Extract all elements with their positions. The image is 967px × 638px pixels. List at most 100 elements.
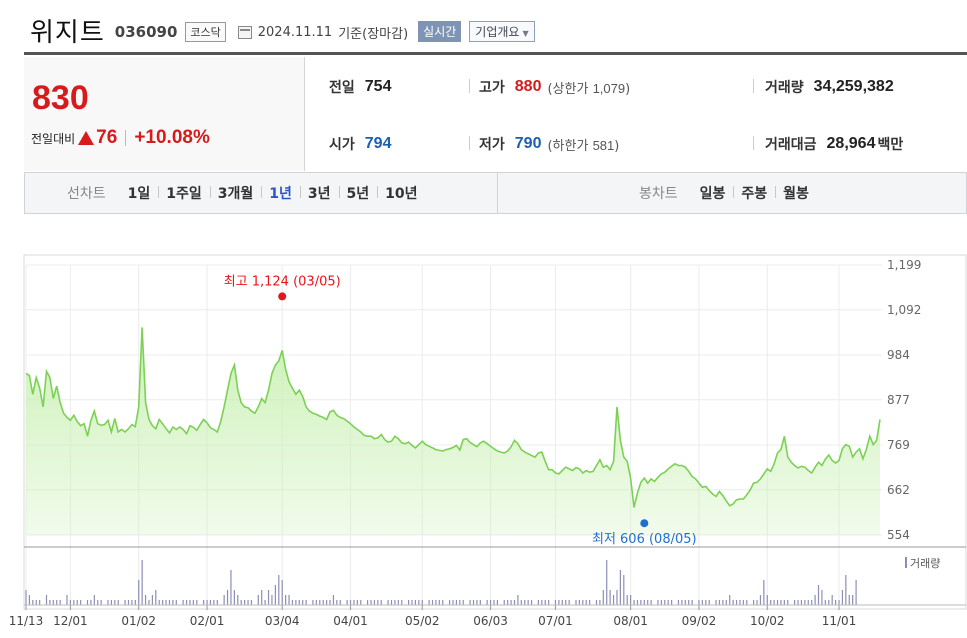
tab-1y[interactable]: 1년: [261, 183, 300, 203]
volume-bar: [158, 600, 160, 605]
volume-bar: [291, 600, 294, 605]
up-triangle-icon: [78, 131, 95, 145]
volume-bar: [172, 600, 174, 605]
volume-bar: [578, 600, 580, 605]
volume-legend-swatch: [905, 557, 907, 568]
price-line: [25, 327, 881, 508]
volume-bar: [326, 600, 328, 605]
tab-daily[interactable]: 일봉: [699, 186, 726, 202]
tabs-divider: [497, 173, 498, 213]
volume-bar: [677, 600, 680, 605]
volume-bar: [295, 600, 297, 605]
volume-bar: [25, 590, 27, 605]
volume-bar: [250, 600, 253, 605]
stat-high: 고가 880 (상한가 1,079): [479, 77, 630, 97]
volume-bar: [141, 560, 143, 605]
volume-bar: [612, 595, 615, 605]
volume-bar: [322, 600, 324, 605]
price-chart[interactable]: 1,199 1,092 984 877 769 662 554 11/13 12/01 01/02…: [0, 250, 967, 638]
volume-bar: [431, 600, 434, 605]
tab-3y[interactable]: 3년: [299, 183, 339, 203]
volume-bar: [626, 595, 628, 605]
tab-3m[interactable]: 3개월: [209, 183, 262, 203]
volume-bar: [776, 600, 779, 605]
stat-prev-label: 전일: [329, 80, 355, 96]
volume-bar: [780, 600, 782, 605]
company-overview-dropdown[interactable]: 기업개요 ▼: [469, 21, 535, 42]
volume-bar: [421, 600, 423, 605]
volume-bar: [237, 595, 239, 605]
stat-prev: 전일 754: [329, 77, 391, 97]
volume-bar: [630, 595, 632, 605]
volume-bar: [824, 600, 826, 605]
volume-bar: [127, 600, 130, 605]
x-tick-label: 10/02: [750, 614, 785, 628]
high-marker: [278, 292, 287, 301]
volume-bar: [264, 600, 266, 605]
volume-bar: [708, 600, 710, 605]
stat-high-value: 880: [514, 78, 542, 95]
stat-lower-limit: (하한가 581): [547, 135, 619, 154]
volume-bar: [148, 600, 150, 605]
volume-bar: [510, 600, 512, 605]
volume-bar: [216, 600, 218, 605]
volume-bar: [387, 600, 389, 605]
volume-bar: [800, 600, 803, 605]
volume-bar: [401, 600, 403, 605]
volume-bar: [513, 600, 516, 605]
volume-bar: [623, 575, 625, 605]
tab-weekly[interactable]: 주봉: [733, 183, 775, 203]
volume-bar: [59, 600, 61, 605]
tab-5y[interactable]: 5년: [338, 183, 378, 203]
x-tick-label: 07/01: [538, 614, 573, 628]
volume-bar: [667, 600, 669, 605]
stat-high-label: 고가: [479, 80, 505, 96]
volume-bar: [582, 600, 584, 605]
volume-bar: [821, 590, 823, 605]
volume-bar: [640, 600, 642, 605]
volume-bar: [507, 600, 509, 605]
volume-bar: [589, 600, 591, 605]
volume-bar: [117, 600, 119, 605]
volume-bar: [80, 600, 82, 605]
x-tick-label: 04/01: [333, 614, 368, 628]
volume-bar: [725, 600, 727, 605]
volume-bar: [196, 600, 198, 605]
volume-bar: [503, 600, 505, 605]
volume-bar: [811, 600, 813, 605]
volume-bar: [517, 595, 519, 605]
tab-1d[interactable]: 1일: [127, 186, 151, 202]
tab-monthly[interactable]: 월봉: [775, 183, 817, 203]
market-badge: 코스닥: [185, 21, 226, 42]
volume-bar: [476, 600, 478, 605]
volume-bar: [828, 600, 830, 605]
volume-bar: [650, 600, 652, 605]
high-annotation: 최고 1,124 (03/05): [224, 274, 341, 289]
volume-bar: [520, 600, 522, 605]
volume-bar: [729, 595, 731, 605]
volume-bar: [787, 600, 789, 605]
volume-bar: [90, 600, 92, 605]
volume-bar: [339, 600, 341, 605]
tab-1w[interactable]: 1주일: [158, 183, 210, 203]
volume-bar: [213, 600, 215, 605]
line-chart-tabs: 선차트 1일 1주일 3개월 1년 3년 5년 10년: [67, 173, 426, 213]
volume-bar: [452, 600, 454, 605]
volume-bar: [602, 590, 604, 605]
volume-bar: [606, 560, 608, 605]
stock-header: 위지트 036090 코스닥 2024.11.11 기준(장마감) 실시간 기업…: [30, 10, 535, 50]
volume-bar: [633, 600, 635, 605]
tab-10y[interactable]: 10년: [377, 183, 425, 203]
volume-bar: [274, 585, 276, 605]
realtime-button[interactable]: 실시간: [418, 21, 462, 42]
volume-bar: [114, 600, 116, 605]
stat-low-label: 저가: [479, 137, 505, 153]
volume-bar: [35, 600, 37, 605]
volume-bar: [418, 600, 420, 605]
stat-divider: [469, 136, 470, 150]
line-chart-title: 선차트: [67, 186, 106, 202]
stat-amount: 거래대금 28,964 백만: [765, 134, 903, 154]
volume-bar: [660, 600, 662, 605]
volume-bar: [397, 600, 399, 605]
volume-bar: [718, 600, 721, 605]
